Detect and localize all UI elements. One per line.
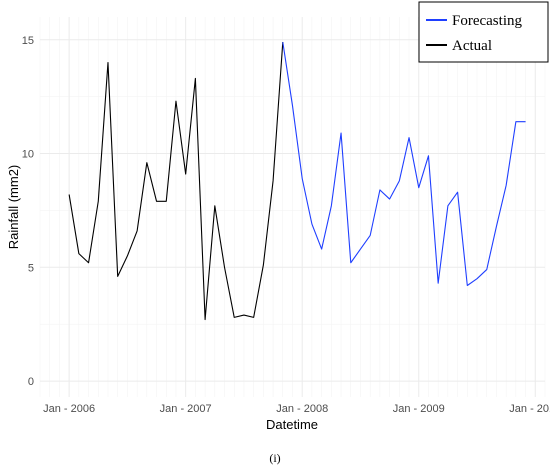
legend-label-actual: Actual <box>452 38 492 54</box>
y-tick-label: 10 <box>22 149 34 161</box>
series-line-forecasting <box>282 41 526 287</box>
y-tick-label: 0 <box>28 376 34 388</box>
series-layer <box>68 41 526 321</box>
figure-caption: (i) <box>269 451 280 465</box>
legend-label-forecasting: Forecasting <box>452 13 522 29</box>
x-tick-label: Jan - 2009 <box>393 403 445 415</box>
x-tick-label: Jan - 2010 <box>509 403 550 415</box>
x-tick-label: Jan - 2008 <box>276 403 328 415</box>
legend: Forecasting Actual <box>418 1 549 63</box>
x-axis-title: Datetime <box>266 417 318 432</box>
y-tick-label: 15 <box>22 35 34 47</box>
y-axis-title: Rainfall (mm2) <box>6 165 21 250</box>
x-tick-label: Jan - 2007 <box>160 403 212 415</box>
y-tick-label: 5 <box>28 262 34 274</box>
y-axis-ticks: 0 5 10 15 <box>22 35 34 388</box>
series-line-actual <box>68 41 284 321</box>
grid-minor <box>39 17 546 397</box>
x-axis-ticks: Jan - 2006 Jan - 2007 Jan - 2008 Jan - 2009… <box>43 403 550 415</box>
x-tick-label: Jan - 2006 <box>43 403 95 415</box>
grid-major <box>40 17 545 397</box>
legend-box <box>418 1 549 63</box>
